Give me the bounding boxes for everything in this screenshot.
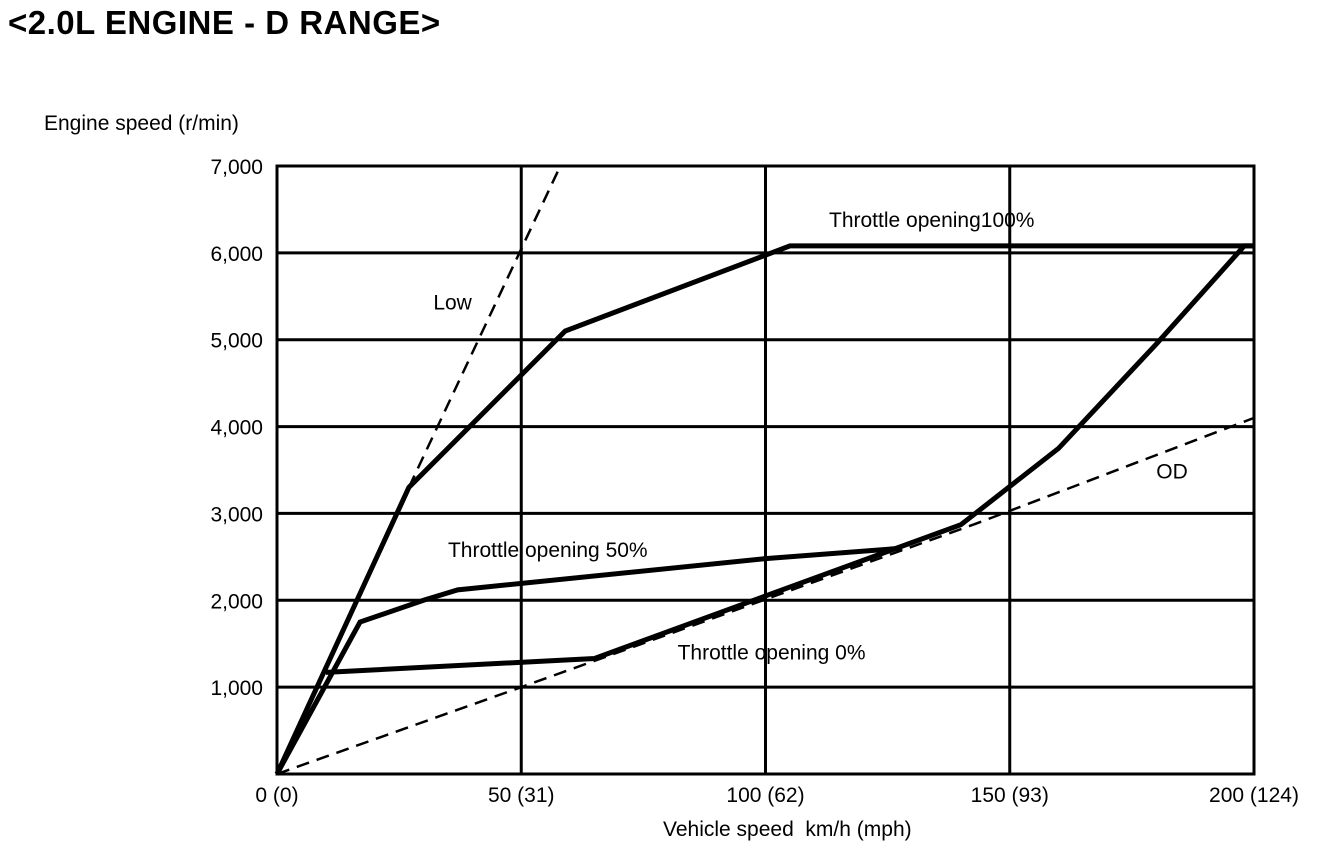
series-line-low (407, 165, 562, 488)
y-tick-label: 6,000 (210, 243, 263, 266)
x-tick-label: 150 (93) (971, 784, 1049, 807)
x-tick-label: 50 (31) (488, 784, 555, 807)
y-tick-label: 4,000 (210, 417, 263, 440)
series-lines (274, 165, 1255, 776)
x-tick-label: 200 (124) (1209, 784, 1299, 807)
x-axis-label: Vehicle speed km/h (mph) (663, 818, 912, 841)
y-tick-label: 5,000 (210, 330, 263, 353)
plot-frame (275, 164, 1256, 776)
page-title: <2.0L ENGINE - D RANGE> (8, 4, 441, 41)
annotation-od: OD (1156, 461, 1188, 484)
curve-annotations: Throttle opening100% Low Throttle opening … (433, 209, 1187, 665)
annotation-low: Low (433, 291, 472, 314)
series-line-throttle-opening-50 (274, 545, 903, 776)
series-line-throttle-opening100 (274, 243, 1254, 776)
series-line-od (276, 416, 1255, 776)
x-tick-label: 100 (62) (726, 784, 804, 807)
annotation-throttle-opening-50: Throttle opening 50% (448, 539, 648, 562)
y-axis-label: Engine speed (r/min) (44, 112, 239, 135)
y-tick-label: 3,000 (210, 503, 263, 526)
annotation-throttle-opening100: Throttle opening100% (829, 209, 1034, 232)
y-tick-label: 2,000 (210, 590, 263, 613)
grid-lines (275, 164, 1256, 776)
series-line-throttle-opening-0 (325, 243, 1254, 675)
x-tick-label: 0 (0) (255, 784, 298, 807)
annotation-throttle-opening-0: Throttle opening 0% (678, 641, 866, 664)
tick-labels: 1,000 2,000 3,000 4,000 5,000 6,000 7,000 0 (0)… (210, 156, 1299, 807)
y-tick-label: 1,000 (210, 677, 263, 700)
y-tick-label: 7,000 (210, 156, 263, 179)
